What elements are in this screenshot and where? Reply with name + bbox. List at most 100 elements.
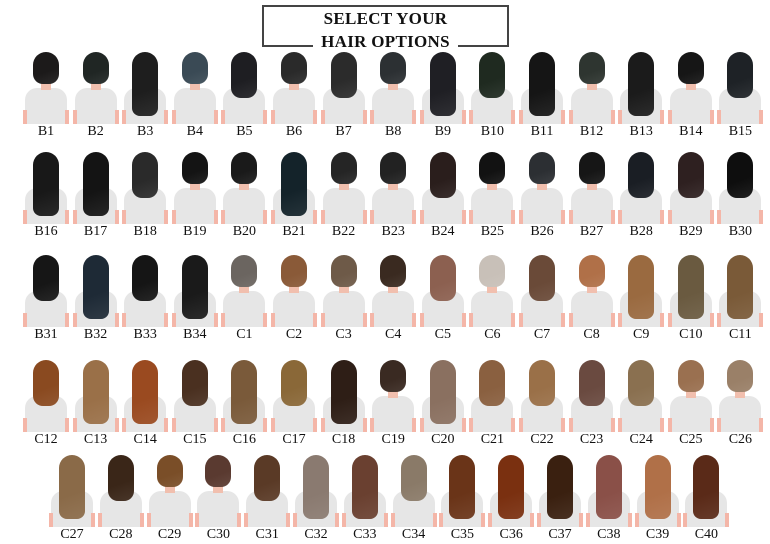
hair-option-c16[interactable] <box>220 360 268 438</box>
hair-option-c32[interactable] <box>292 455 340 533</box>
hair-option-b32[interactable] <box>72 255 120 333</box>
hair-option-b8[interactable] <box>369 52 417 130</box>
hair-option-b3[interactable] <box>121 52 169 130</box>
hair-option-c33[interactable] <box>341 455 389 533</box>
arm <box>725 513 730 527</box>
hair-option-c9[interactable] <box>617 255 665 333</box>
hair-option-b5[interactable] <box>220 52 268 130</box>
hair-option-c3[interactable] <box>320 255 368 333</box>
hair-option-b26[interactable] <box>518 152 566 230</box>
hair-option-c5[interactable] <box>419 255 467 333</box>
hair-option-c20[interactable] <box>419 360 467 438</box>
hair-option-c38[interactable] <box>585 455 633 533</box>
hair-option-label: C28 <box>109 527 133 542</box>
hair-option-label: C5 <box>434 327 451 342</box>
hair-option-b23[interactable] <box>369 152 417 230</box>
hair-option-b19[interactable] <box>171 152 219 230</box>
arm <box>759 110 764 124</box>
hair-option-label: B32 <box>83 327 108 342</box>
hair-option-c24[interactable] <box>617 360 665 438</box>
hair-option-b4[interactable] <box>171 52 219 130</box>
arm <box>320 110 325 124</box>
hair-option-c1[interactable] <box>220 255 268 333</box>
hair-option-c27[interactable] <box>48 455 96 533</box>
hair-option-b20[interactable] <box>220 152 268 230</box>
arm <box>634 513 639 527</box>
hair-option-b16[interactable] <box>22 152 70 230</box>
hair-option-c29[interactable] <box>146 455 194 533</box>
hair-medium <box>578 360 605 406</box>
hair-option-b11[interactable] <box>518 52 566 130</box>
hair-long <box>727 255 754 319</box>
arm <box>717 210 722 224</box>
arm <box>213 418 218 432</box>
hair-option-b10[interactable] <box>468 52 516 130</box>
hair-option-c23[interactable] <box>568 360 616 438</box>
hair-option-c30[interactable] <box>194 455 242 533</box>
hair-option-c21[interactable] <box>468 360 516 438</box>
hair-option-b28[interactable] <box>617 152 665 230</box>
hair-option-c7[interactable] <box>518 255 566 333</box>
hair-option-c17[interactable] <box>270 360 318 438</box>
hair-option-c40[interactable] <box>682 455 730 533</box>
hair-option-b13[interactable] <box>617 52 665 130</box>
hair-option-b34[interactable] <box>171 255 219 333</box>
hair-option-b25[interactable] <box>468 152 516 230</box>
hair-option-c12[interactable] <box>22 360 70 438</box>
hair-option-b7[interactable] <box>320 52 368 130</box>
hair-option-b9[interactable] <box>419 52 467 130</box>
hair-option-b24[interactable] <box>419 152 467 230</box>
hair-option-c14[interactable] <box>121 360 169 438</box>
hair-option-b21[interactable] <box>270 152 318 230</box>
arm <box>91 513 95 527</box>
hair-option-label: B1 <box>37 124 55 139</box>
hair-option-c28[interactable] <box>97 455 145 533</box>
hair-option-b15[interactable] <box>716 52 764 130</box>
arm <box>114 418 119 432</box>
hair-option-c4[interactable] <box>369 255 417 333</box>
arm <box>511 313 516 327</box>
hair-option-b33[interactable] <box>121 255 169 333</box>
hair-option-c10[interactable] <box>667 255 715 333</box>
hair-option-b2[interactable] <box>72 52 120 130</box>
hair-option-c37[interactable] <box>536 455 584 533</box>
hair-option-c15[interactable] <box>171 360 219 438</box>
hair-medium <box>254 455 281 501</box>
hair-option-b12[interactable] <box>568 52 616 130</box>
hair-option-c31[interactable] <box>243 455 291 533</box>
arm <box>72 210 77 224</box>
hair-option-c13[interactable] <box>72 360 120 438</box>
hair-option-label: C15 <box>183 432 207 447</box>
hair-option-c34[interactable] <box>390 455 438 533</box>
hair-option-c25[interactable] <box>667 360 715 438</box>
hair-option-c26[interactable] <box>716 360 764 438</box>
hair-option-b17[interactable] <box>72 152 120 230</box>
hair-option-b18[interactable] <box>121 152 169 230</box>
hair-option-c6[interactable] <box>468 255 516 333</box>
shirt <box>521 188 563 224</box>
hair-option-b22[interactable] <box>320 152 368 230</box>
hair-long <box>82 152 109 216</box>
hair-option-b14[interactable] <box>667 52 715 130</box>
hair-option-b30[interactable] <box>716 152 764 230</box>
hair-option-b29[interactable] <box>667 152 715 230</box>
hair-option-b6[interactable] <box>270 52 318 130</box>
hair-option-c35[interactable] <box>438 455 486 533</box>
hair-option-c22[interactable] <box>518 360 566 438</box>
hair-option-c36[interactable] <box>487 455 535 533</box>
hair-option-c2[interactable] <box>270 255 318 333</box>
hair-option-label: C14 <box>133 432 157 447</box>
hair-option-label: B26 <box>530 224 554 239</box>
arm <box>114 110 119 124</box>
arm <box>271 210 275 224</box>
arm <box>579 513 583 527</box>
hair-option-c18[interactable] <box>320 360 368 438</box>
hair-option-c19[interactable] <box>369 360 417 438</box>
hair-option-c8[interactable] <box>568 255 616 333</box>
hair-option-c39[interactable] <box>634 455 682 533</box>
hair-option-b27[interactable] <box>568 152 616 230</box>
hair-option-c11[interactable] <box>716 255 764 333</box>
hair-long <box>281 152 307 216</box>
hair-option-b1[interactable] <box>22 52 70 130</box>
hair-option-b31[interactable] <box>22 255 70 333</box>
